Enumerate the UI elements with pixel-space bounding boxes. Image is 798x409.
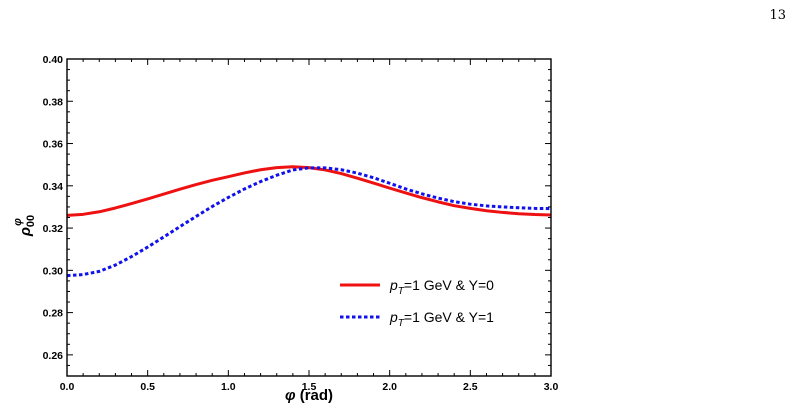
x-tick-label: 0.5 (140, 381, 155, 393)
legend: pT=1 GeV & Y=0 pT=1 GeV & Y=1 (340, 277, 494, 329)
x-tick-label: 1.0 (221, 381, 236, 393)
series-lines (66, 165, 552, 278)
y-tick-label: 0.40 (43, 54, 64, 66)
y-tick-label: 0.32 (43, 223, 64, 235)
y-tick-label: 0.36 (43, 139, 64, 151)
y-axis-label: ρ00φ (12, 215, 37, 237)
y-tick-label: 0.28 (43, 308, 64, 320)
y-tick-label: 0.30 (43, 265, 64, 277)
y-tick-label: 0.34 (43, 181, 64, 193)
x-tick-label: 2.0 (382, 381, 397, 393)
legend-label-2: pT=1 GeV & Y=1 (389, 309, 494, 329)
series-line-1 (66, 165, 552, 217)
x-tick-labels: 0.0 0.5 1.0 1.5 2.0 2.5 3.0 (60, 381, 559, 393)
x-tick-label: 0.0 (60, 381, 75, 393)
x-tick-label: 1.5 (302, 381, 317, 393)
y-axis-superscript: φ (12, 218, 24, 226)
y-tick-label: 0.38 (43, 96, 64, 108)
series-line-2 (66, 166, 552, 278)
axis-ticks (66, 58, 552, 377)
y-tick-label: 0.26 (43, 350, 64, 362)
legend-label-1: pT=1 GeV & Y=0 (389, 277, 494, 297)
y-tick-labels: 0.26 0.28 0.30 0.32 0.34 0.36 0.38 0.40 (43, 54, 64, 362)
y-axis-symbol: ρ (17, 227, 34, 237)
y-axis-subscript: 00 (25, 215, 37, 227)
x-tick-label: 2.5 (463, 381, 478, 393)
page-number: 13 (769, 8, 786, 23)
plot-frame (66, 58, 552, 377)
x-axis-label: φ (rad) (285, 387, 333, 404)
svg-text:ρ00φ: ρ00φ (12, 215, 37, 237)
x-tick-label: 3.0 (544, 381, 559, 393)
